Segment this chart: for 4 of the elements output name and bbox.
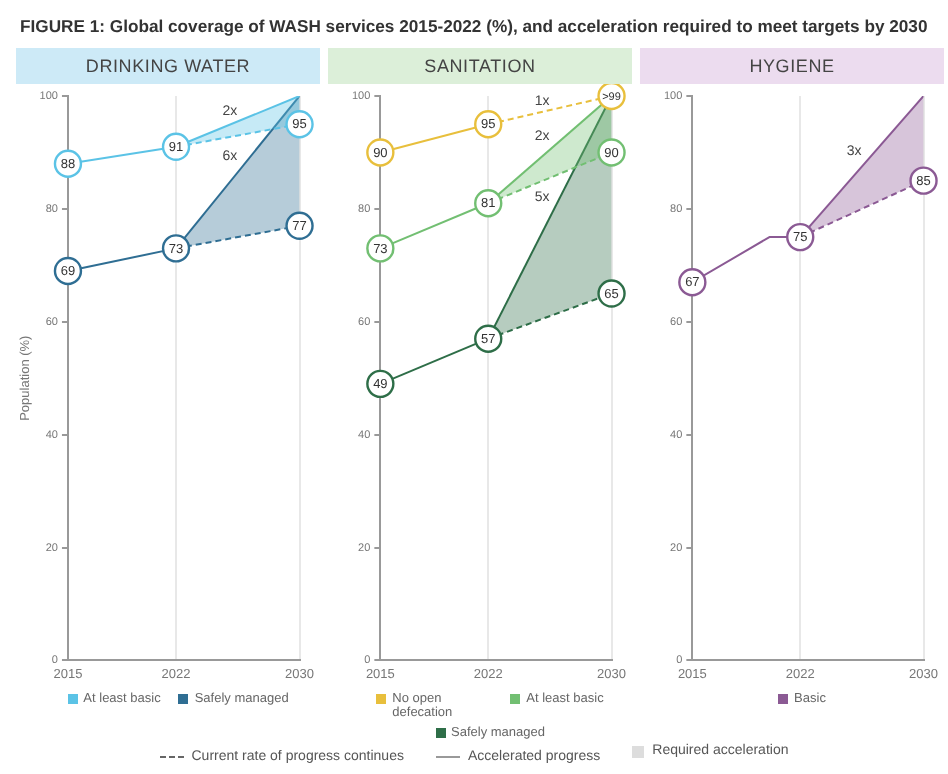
- text: FIGURE 1: Global coverage of WASH services 2015-2022 (%), and acceleration required to meet targets by 2030: [20, 16, 928, 36]
- chart-title: SANITATION: [328, 48, 632, 84]
- chart-title: HYGIENE: [640, 48, 944, 84]
- chart-title: DRINKING WATER: [16, 48, 320, 84]
